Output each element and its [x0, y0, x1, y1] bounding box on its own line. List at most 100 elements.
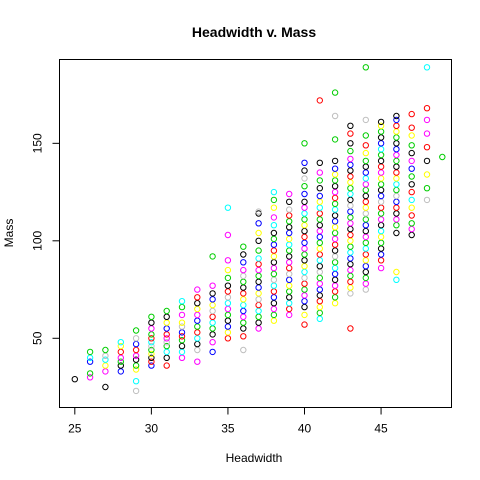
data-point [286, 300, 293, 307]
data-point [240, 325, 247, 332]
data-point [270, 270, 278, 278]
data-point [86, 354, 94, 361]
data-point [209, 307, 216, 315]
data-point [393, 204, 400, 211]
data-point [331, 200, 339, 208]
data-point [423, 64, 431, 71]
data-point [209, 290, 216, 297]
data-point [423, 144, 431, 151]
data-point [209, 313, 216, 320]
data-point [331, 206, 339, 213]
data-point [224, 329, 232, 336]
data-point [377, 192, 385, 200]
y-tick-label: 100 [31, 230, 45, 250]
data-point [240, 251, 247, 258]
data-point [148, 342, 155, 350]
data-point [362, 198, 369, 206]
data-point [224, 257, 232, 264]
data-point [255, 229, 262, 237]
data-point [132, 362, 140, 369]
data-point [240, 266, 247, 274]
data-point [347, 266, 354, 274]
data-point [347, 140, 354, 147]
data-point [286, 288, 293, 295]
data-point [316, 192, 323, 200]
data-point [270, 253, 278, 260]
data-point [148, 313, 155, 320]
data-point [270, 300, 278, 307]
data-point [178, 311, 186, 319]
data-point [316, 263, 323, 270]
data-point [316, 298, 323, 305]
data-point [331, 136, 339, 143]
data-point [102, 383, 109, 391]
data-point [331, 177, 339, 184]
data-point [301, 216, 308, 223]
data-point [255, 296, 262, 303]
data-point [347, 147, 354, 155]
data-point [393, 210, 400, 217]
data-point [362, 132, 369, 139]
data-point [408, 165, 415, 172]
data-point [362, 149, 369, 157]
data-point [377, 257, 385, 264]
data-point [347, 237, 354, 245]
data-point [301, 227, 308, 235]
data-point [316, 227, 323, 235]
data-point [331, 241, 339, 248]
data-point [132, 335, 140, 342]
data-point [255, 284, 262, 291]
data-point [209, 301, 216, 309]
x-axis-title: Headwidth [226, 451, 283, 465]
data-point [408, 124, 415, 131]
data-point [194, 305, 201, 313]
x-tick-label: 40 [298, 422, 312, 436]
data-point [240, 301, 247, 309]
data-point [408, 132, 415, 139]
data-point [393, 186, 400, 194]
data-point [178, 329, 186, 336]
data-point [163, 342, 170, 350]
data-point [393, 181, 400, 188]
data-point [286, 294, 293, 301]
data-point [393, 276, 400, 283]
data-point [240, 243, 247, 250]
data-point [316, 251, 323, 258]
data-point [362, 216, 369, 223]
data-point [286, 311, 293, 319]
data-point [362, 64, 369, 71]
data-point [270, 264, 278, 272]
data-point [347, 130, 354, 137]
y-tick-label: 50 [31, 331, 45, 345]
data-point [331, 259, 339, 266]
data-point [347, 185, 354, 192]
data-point [286, 253, 293, 260]
data-point [347, 290, 354, 297]
data-point [362, 192, 369, 200]
data-point [347, 278, 354, 285]
data-point [270, 235, 278, 243]
data-point [286, 259, 293, 266]
data-point [331, 224, 339, 231]
data-point [347, 122, 354, 130]
data-point [331, 247, 339, 254]
data-point [286, 218, 293, 225]
data-point [362, 280, 369, 287]
data-point [286, 270, 293, 278]
data-point [331, 282, 339, 289]
data-point [255, 208, 262, 215]
data-point [331, 194, 339, 202]
data-point [270, 241, 278, 248]
data-point [270, 229, 278, 237]
data-point [316, 204, 323, 211]
data-point [331, 89, 339, 96]
data-point [286, 206, 293, 213]
data-point [362, 222, 369, 229]
data-point [377, 227, 385, 235]
data-point [209, 348, 216, 356]
data-point [423, 185, 431, 192]
data-point [148, 325, 155, 332]
data-point [224, 300, 232, 307]
data-point [163, 335, 170, 342]
data-point [393, 216, 400, 223]
